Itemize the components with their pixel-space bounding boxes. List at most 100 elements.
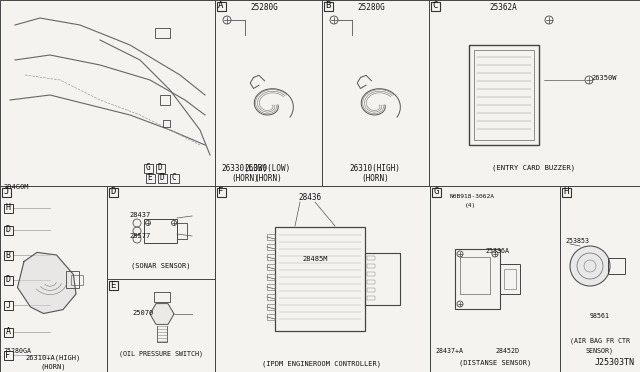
Text: J: J (3, 187, 9, 196)
Bar (144, 164, 153, 173)
Text: A: A (218, 1, 224, 10)
Bar (4, 351, 13, 360)
Bar (215, 186, 430, 372)
Bar (215, 0, 322, 186)
Text: (HORN): (HORN) (231, 173, 259, 183)
Bar (146, 174, 155, 183)
Bar (109, 281, 118, 290)
Bar (430, 186, 560, 372)
Text: D: D (157, 164, 163, 173)
Bar (4, 251, 13, 260)
Text: 25070: 25070 (132, 310, 153, 316)
Bar (504, 269, 516, 289)
Bar (322, 0, 429, 186)
Bar (267, 264, 275, 270)
Text: 25280G: 25280G (357, 3, 385, 13)
Bar (4, 328, 13, 337)
Text: 253853: 253853 (565, 238, 589, 244)
Polygon shape (17, 252, 76, 314)
Text: 25362A: 25362A (489, 3, 516, 13)
Bar (500, 264, 520, 294)
Bar (158, 174, 167, 183)
Bar (2, 188, 11, 197)
Text: G: G (433, 187, 438, 196)
Bar (367, 280, 375, 284)
Text: N0B918-3062A: N0B918-3062A (450, 193, 495, 199)
Bar (155, 28, 170, 38)
Bar (109, 188, 118, 197)
Bar (71, 275, 83, 285)
Bar (460, 257, 490, 294)
Bar (275, 227, 365, 331)
Bar (365, 253, 400, 305)
Bar (267, 294, 275, 300)
Bar (267, 284, 275, 290)
Text: B: B (325, 1, 331, 10)
Bar (217, 188, 226, 197)
Text: SENSOR): SENSOR) (586, 348, 614, 354)
Text: F: F (218, 187, 224, 196)
Text: D: D (6, 225, 10, 234)
Bar (107, 186, 215, 372)
Text: A: A (6, 327, 10, 337)
Text: 28577: 28577 (129, 233, 150, 239)
Bar (455, 249, 500, 309)
Text: 26310+A(HIGH): 26310+A(HIGH) (26, 355, 81, 361)
Text: 26350W: 26350W (591, 75, 616, 81)
Bar (367, 256, 375, 260)
Text: (HORN): (HORN) (254, 173, 282, 183)
Bar (4, 204, 13, 213)
Text: 28452D: 28452D (495, 348, 519, 354)
Text: 294G0M: 294G0M (3, 184, 29, 190)
Bar (608, 258, 625, 274)
Bar (367, 296, 375, 300)
Text: (DISTANSE SENSOR): (DISTANSE SENSOR) (459, 360, 531, 366)
Bar (4, 276, 13, 285)
Text: H: H (6, 203, 10, 212)
Bar (469, 45, 539, 145)
Bar (144, 219, 177, 243)
Text: 28437+A: 28437+A (435, 348, 463, 354)
Text: 28437: 28437 (129, 212, 150, 218)
Bar (163, 120, 170, 127)
Text: 26330(LOW): 26330(LOW) (222, 164, 268, 173)
Polygon shape (150, 304, 174, 324)
Text: 26310(HIGH): 26310(HIGH) (349, 164, 401, 173)
Bar (431, 2, 440, 11)
Text: (AIR BAG FR CTR: (AIR BAG FR CTR (570, 338, 630, 344)
Bar (429, 0, 640, 186)
Text: J: J (6, 301, 10, 310)
Bar (560, 186, 640, 372)
Circle shape (570, 246, 610, 286)
Text: 26330(LOW): 26330(LOW) (245, 164, 291, 173)
Text: C: C (172, 173, 176, 183)
Text: G: G (146, 164, 150, 173)
Bar (432, 188, 441, 197)
Bar (154, 292, 170, 302)
Text: 25336A: 25336A (485, 248, 509, 254)
Bar (0, 0, 215, 186)
Text: H: H (563, 187, 569, 196)
Bar (65, 270, 79, 288)
Bar (474, 50, 534, 140)
Text: B: B (6, 250, 10, 260)
Bar (367, 272, 375, 276)
Text: 25280GA: 25280GA (3, 348, 31, 354)
Bar (217, 2, 226, 11)
Text: (HORN): (HORN) (361, 173, 389, 183)
Text: (OIL PRESSURE SWITCH): (OIL PRESSURE SWITCH) (119, 351, 203, 357)
Text: (IPDM ENGINEROOM CONTROLLER): (IPDM ENGINEROOM CONTROLLER) (262, 361, 381, 367)
Text: D: D (160, 173, 164, 183)
Bar (267, 314, 275, 320)
Bar (267, 234, 275, 240)
Bar (4, 301, 13, 310)
Text: F: F (6, 350, 10, 359)
Bar (267, 244, 275, 250)
Text: 98561: 98561 (590, 313, 610, 319)
Text: (ENTRY CARD BUZZER): (ENTRY CARD BUZZER) (492, 165, 575, 171)
Bar (0, 186, 107, 372)
Text: E: E (148, 173, 152, 183)
Bar (170, 174, 179, 183)
Text: 25280G: 25280G (250, 3, 278, 13)
Bar (156, 164, 165, 173)
